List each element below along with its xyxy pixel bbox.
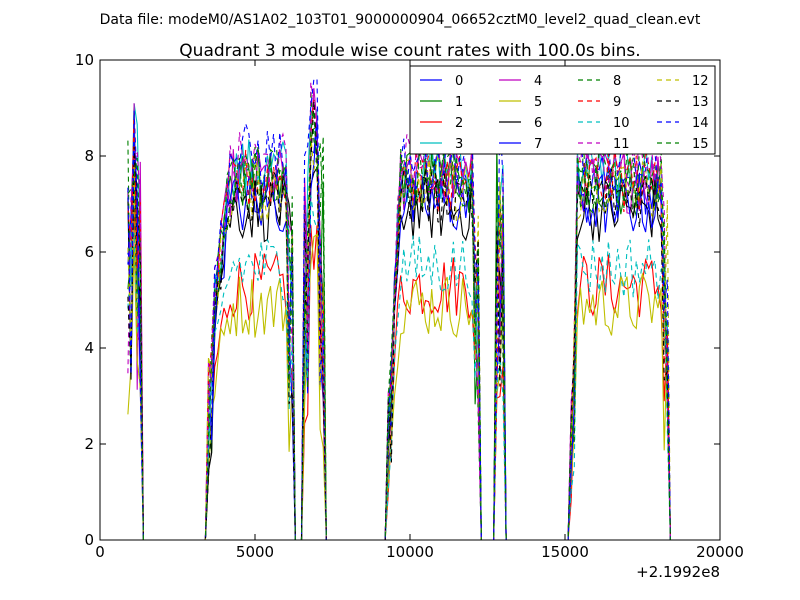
x-tick-label: 5000 [236, 543, 274, 561]
x-offset-label: +2.1992e8 [636, 563, 720, 581]
x-tick-label: 10000 [386, 543, 434, 561]
x-tick-label: 15000 [541, 543, 589, 561]
chart-title: Quadrant 3 module wise count rates with … [179, 41, 640, 61]
legend-label: 8 [613, 74, 621, 89]
x-tick-label: 20000 [696, 543, 744, 561]
legend-label: 11 [613, 137, 630, 152]
figure-suptitle: Data file: modeM0/AS1A02_103T01_90000009… [100, 12, 701, 28]
legend-label: 10 [613, 116, 630, 131]
legend-box [409, 65, 716, 155]
legend-label: 13 [692, 95, 709, 110]
legend-label: 1 [455, 95, 463, 110]
y-tick-label: 6 [84, 243, 94, 261]
series-line-2 [127, 206, 671, 541]
y-tick-label: 10 [75, 51, 94, 69]
legend-label: 3 [455, 137, 463, 152]
series-line-15 [127, 111, 671, 541]
plot-lines [127, 78, 671, 541]
legend-label: 7 [534, 137, 542, 152]
legend-label: 4 [534, 74, 542, 89]
series-line-9 [127, 99, 671, 541]
legend-label: 2 [455, 116, 463, 131]
y-tick-label: 2 [84, 435, 94, 453]
series-line-11 [127, 82, 671, 541]
y-tick-label: 0 [84, 531, 94, 549]
legend-label: 6 [534, 116, 542, 131]
series-line-10 [127, 195, 671, 541]
legend-label: 12 [692, 74, 709, 89]
x-tick-label: 0 [95, 543, 105, 561]
series-line-5 [127, 233, 671, 541]
y-tick-label: 8 [84, 147, 94, 165]
y-tick-label: 4 [84, 339, 94, 357]
legend-label: 14 [692, 116, 709, 131]
legend-label: 5 [534, 95, 542, 110]
legend-label: 9 [613, 95, 621, 110]
legend-label: 15 [692, 137, 709, 152]
series-line-13 [127, 101, 671, 541]
legend-label: 0 [455, 74, 463, 89]
